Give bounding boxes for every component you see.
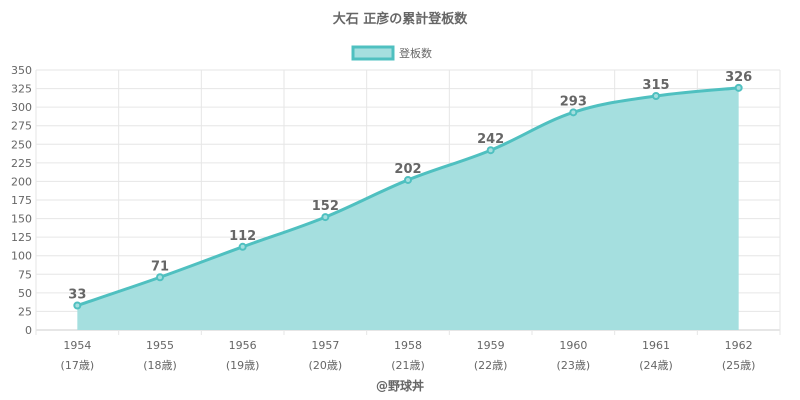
x-tick-sublabel: (19歳) <box>226 359 260 372</box>
data-labels: 33 71 112 152 202 242 293 315 326 <box>68 70 752 303</box>
data-point <box>321 213 330 222</box>
credit-text: @野球丼 <box>376 378 424 393</box>
y-tick-label: 250 <box>11 138 32 151</box>
y-tick-label: 275 <box>11 120 32 133</box>
data-point <box>569 108 578 117</box>
x-tick-sublabel: (25歳) <box>722 359 756 372</box>
x-tick-sublabel: (21歳) <box>391 359 425 372</box>
y-tick-label: 125 <box>11 231 32 244</box>
y-tick-label: 225 <box>11 157 32 170</box>
x-tick-label: 1955 <box>146 339 174 352</box>
y-tick-label: 25 <box>18 305 32 318</box>
area-fill <box>77 87 739 330</box>
x-tick-label: 1959 <box>477 339 505 352</box>
data-point <box>73 301 82 310</box>
legend[interactable]: 登板数 <box>351 45 432 61</box>
x-tick-sublabel: (18歳) <box>143 359 177 372</box>
x-tick-label: 1954 <box>63 339 91 352</box>
y-tick-label: 300 <box>11 101 32 114</box>
data-label: 112 <box>229 229 256 244</box>
chart-title: 大石 正彦の累計登板数 <box>333 11 469 27</box>
x-tick-sublabel: (23歳) <box>557 359 591 372</box>
x-tick-label: 1962 <box>725 339 753 352</box>
x-tick-sublabel: (24歳) <box>639 359 673 372</box>
x-tick-sublabel: (20歳) <box>309 359 343 372</box>
x-tick-sublabel: (17歳) <box>61 359 95 372</box>
data-point <box>652 92 660 100</box>
data-label: 152 <box>312 199 339 214</box>
data-point <box>734 83 743 92</box>
data-label: 315 <box>642 78 669 93</box>
y-tick-label: 350 <box>11 64 32 77</box>
legend-label: 登板数 <box>399 46 432 60</box>
x-tick-sublabel: (22歳) <box>474 359 508 372</box>
x-tick-label: 1957 <box>311 339 339 352</box>
x-tick-label: 1960 <box>559 339 587 352</box>
y-tick-label: 150 <box>11 213 32 226</box>
x-axis: 1954 (17歳) 1955 (18歳) 1956 (19歳) 1957 (20歳) 1958… <box>61 339 756 372</box>
data-point <box>238 242 247 251</box>
data-label: 326 <box>725 70 752 85</box>
x-tick-label: 1961 <box>642 339 670 352</box>
x-tick-label: 1958 <box>394 339 422 352</box>
y-tick-label: 0 <box>25 324 32 337</box>
x-tick-label: 1956 <box>229 339 257 352</box>
legend-swatch <box>351 45 395 61</box>
y-tick-label: 200 <box>11 175 32 188</box>
data-point <box>486 146 495 155</box>
data-label: 202 <box>394 162 421 177</box>
data-points <box>73 83 743 310</box>
y-tick-label: 175 <box>11 194 32 207</box>
y-tick-label: 75 <box>18 268 32 281</box>
data-label: 71 <box>151 259 169 274</box>
data-point <box>404 175 412 184</box>
data-label: 293 <box>560 94 587 109</box>
y-tick-label: 50 <box>18 287 32 300</box>
y-tick-label: 325 <box>11 83 32 96</box>
y-tick-label: 100 <box>11 250 32 263</box>
y-axis: 0 25 50 75 100 125 150 175 200 225 250 275 300 325 350 <box>11 64 32 337</box>
data-label: 33 <box>68 287 86 302</box>
data-label: 242 <box>477 132 504 147</box>
data-point <box>156 273 164 282</box>
